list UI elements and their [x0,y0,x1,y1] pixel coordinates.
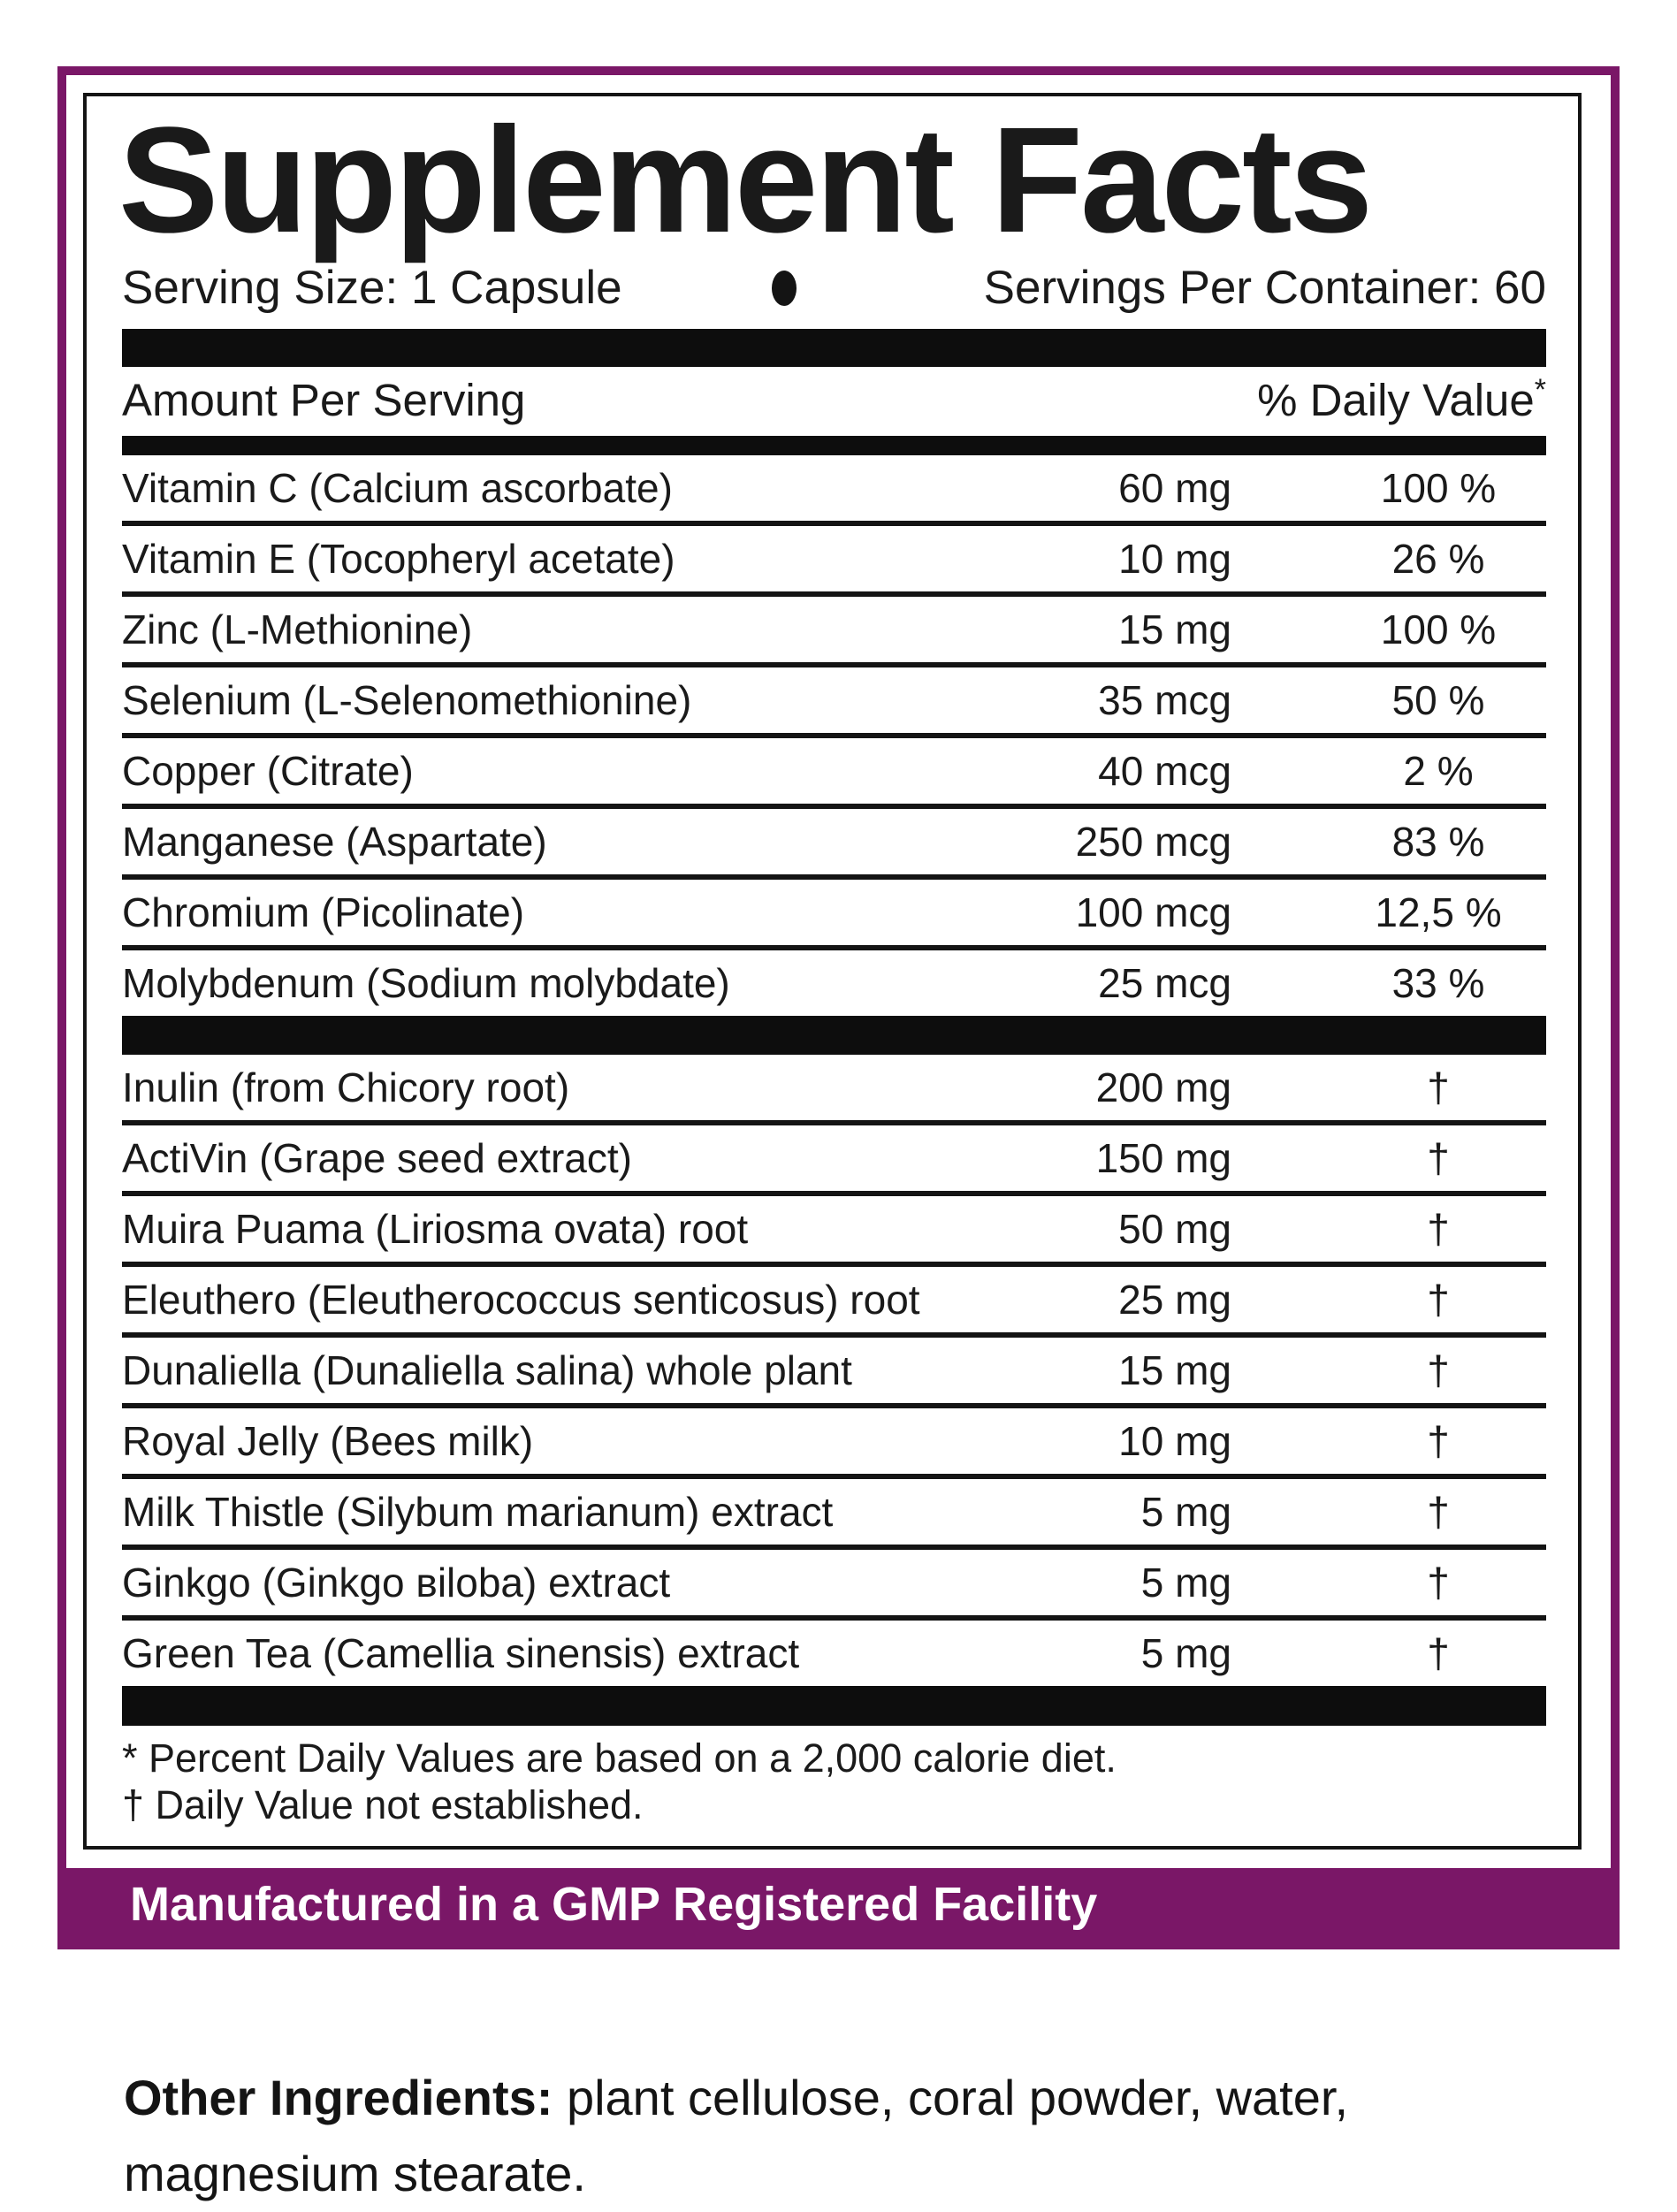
ingredient-daily-value: † [1427,1347,1450,1393]
ingredient-daily-value: † [1427,1277,1450,1323]
ingredient-amount: 25 mg [1118,1277,1231,1323]
other-ingredients-line1: plant cellulose, coral powder, water, [553,2070,1348,2125]
table-row: Zinc (L-Methionine) 15 mg 100 % [122,597,1546,667]
table-row: Selenium (L-Selenomethionine) 35 mcg 50 % [122,667,1546,738]
ingredient-daily-value: † [1427,1135,1450,1181]
ingredient-amount: 25 mcg [1098,960,1231,1006]
table-row: Vitamin C (Calcium ascorbate) 60 mg 100 % [122,455,1546,526]
ingredient-amount: 10 mg [1118,536,1231,582]
table-row: Muira Puama (Liriosma ovata) root 50 mg † [122,1196,1546,1267]
ingredient-amount: 250 mcg [1075,819,1231,865]
table-row: ActiVin (Grape seed extract) 150 mg † [122,1125,1546,1196]
ingredient-name: Manganese (Aspartate) [122,819,547,865]
ingredient-name: Selenium (L-Selenomethionine) [122,677,692,723]
gmp-banner: Manufactured in a GMP Registered Facilit… [66,1868,1611,1941]
footnote-dv-not-established: † Daily Value not established. [122,1782,644,1827]
ingredient-name: Dunaliella (Dunaliella salina) whole pla… [122,1347,852,1393]
table-row: Chromium (Picolinate) 100 mcg 12,5 % [122,880,1546,950]
ingredient-amount: 10 mg [1118,1418,1231,1464]
ingredient-name: Chromium (Picolinate) [122,889,525,935]
ingredient-name: Molybdenum (Sodium molybdate) [122,960,730,1006]
ingredient-amount: 15 mg [1118,1347,1231,1393]
table-row: Copper (Citrate) 40 mcg 2 % [122,738,1546,809]
ingredient-name: Ginkgo (Ginkgo вiloba) extract [122,1560,671,1606]
ingredient-name: Milk Thistle (Silybum marianum) extract [122,1489,834,1535]
ingredient-name: Zinc (L-Methionine) [122,606,473,652]
ingredient-daily-value: 50 % [1391,677,1485,723]
ingredient-name: Copper (Citrate) [122,748,414,794]
ingredient-name: Royal Jelly (Bees milk) [122,1418,534,1464]
other-ingredients: Other Ingredients: plant cellulose, cora… [124,2060,1348,2212]
daily-value-asterisk: * [1534,373,1546,407]
table-row: Milk Thistle (Silybum marianum) extract 5… [122,1479,1546,1550]
daily-value-label: % Daily Value* [1257,373,1546,425]
nutrients-section: Vitamin C (Calcium ascorbate) 60 mg 100 % V… [122,455,1546,1016]
ingredient-amount: 100 mcg [1075,889,1231,935]
ingredient-name: Muira Puama (Liriosma ovata) root [122,1206,749,1252]
serving-info-row: Serving Size: 1 Capsule Servings Per Con… [122,263,1546,313]
ingredient-amount: 15 mg [1118,606,1231,652]
ingredient-amount: 40 mcg [1098,748,1231,794]
table-row: Dunaliella (Dunaliella salina) whole pla… [122,1338,1546,1408]
ingredient-daily-value: † [1427,1064,1450,1110]
table-row: Inulin (from Chicory root) 200 mg † [122,1055,1546,1125]
table-row: Royal Jelly (Bees milk) 10 mg † [122,1408,1546,1479]
supplement-facts-title: Supplement Facts [118,96,1373,264]
ingredient-daily-value: 33 % [1391,960,1485,1006]
ingredient-daily-value: † [1427,1630,1450,1676]
supplement-label-frame: Supplement Facts Serving Size: 1 Capsule… [57,66,1620,1949]
table-row: Green Tea (Camellia sinensis) extract 5 m… [122,1621,1546,1686]
ingredient-daily-value: 12,5 % [1375,889,1502,935]
table-row: Manganese (Aspartate) 250 mcg 83 % [122,809,1546,880]
gmp-banner-text: Manufactured in a GMP Registered Facilit… [130,1878,1098,1931]
ingredient-amount: 35 mcg [1098,677,1231,723]
botanicals-section: Inulin (from Chicory root) 200 mg † ActiVin… [122,1055,1546,1686]
table-row: Vitamin E (Tocopheryl acetate) 10 mg 26 % [122,526,1546,597]
ingredient-amount: 5 mg [1140,1560,1231,1606]
ingredient-name: Eleuthero (Eleutherococcus senticosus) r… [122,1277,920,1323]
ingredient-amount: 50 mg [1118,1206,1231,1252]
ingredient-name: ActiVin (Grape seed extract) [122,1135,632,1181]
amount-per-serving-label: Amount Per Serving [122,375,526,425]
ingredient-daily-value: † [1427,1560,1450,1606]
serving-size-text: Serving Size: 1 Capsule [122,262,622,314]
serving-separator-dot [772,271,797,306]
other-ingredients-line2: magnesium stearate. [124,2146,586,2201]
ingredient-amount: 5 mg [1140,1630,1231,1676]
ingredient-amount: 5 mg [1140,1489,1231,1535]
ingredient-amount: 200 mg [1095,1064,1231,1110]
ingredient-daily-value: † [1427,1418,1450,1464]
supplement-facts-panel: Supplement Facts Serving Size: 1 Capsule… [83,93,1582,1850]
ingredient-name: Vitamin C (Calcium ascorbate) [122,465,673,511]
ingredient-daily-value: † [1427,1206,1450,1252]
ingredient-daily-value: 83 % [1391,819,1485,865]
table-row: Eleuthero (Eleutherococcus senticosus) r… [122,1267,1546,1338]
other-ingredients-label: Other Ingredients: [124,2070,553,2125]
table-row: Ginkgo (Ginkgo вiloba) extract 5 mg † [122,1550,1546,1621]
servings-per-container-text: Servings Per Container: 60 [983,262,1546,314]
ingredient-name: Vitamin E (Tocopheryl acetate) [122,536,675,582]
divider-bar-top [122,329,1546,367]
ingredient-name: Green Tea (Camellia sinensis) extract [122,1630,800,1676]
footnotes: * Percent Daily Values are based on a 2,… [122,1726,1546,1837]
ingredient-amount: 60 mg [1118,465,1231,511]
ingredient-daily-value: 2 % [1403,748,1474,794]
ingredient-daily-value: † [1427,1489,1450,1535]
footnote-daily-values: * Percent Daily Values are based on a 2,… [122,1735,1117,1781]
daily-value-label-text: % Daily Value [1257,375,1535,425]
divider-bar-header [122,436,1546,455]
ingredient-amount: 150 mg [1095,1135,1231,1181]
ingredient-name: Inulin (from Chicory root) [122,1064,570,1110]
table-header-row: Amount Per Serving % Daily Value* [122,367,1546,436]
ingredient-daily-value: 100 % [1380,606,1497,652]
ingredient-daily-value: 26 % [1391,536,1485,582]
divider-bar-bottom [122,1686,1546,1726]
table-row: Molybdenum (Sodium molybdate) 25 mcg 33 % [122,950,1546,1016]
divider-bar-middle [122,1016,1546,1055]
ingredient-daily-value: 100 % [1380,465,1497,511]
